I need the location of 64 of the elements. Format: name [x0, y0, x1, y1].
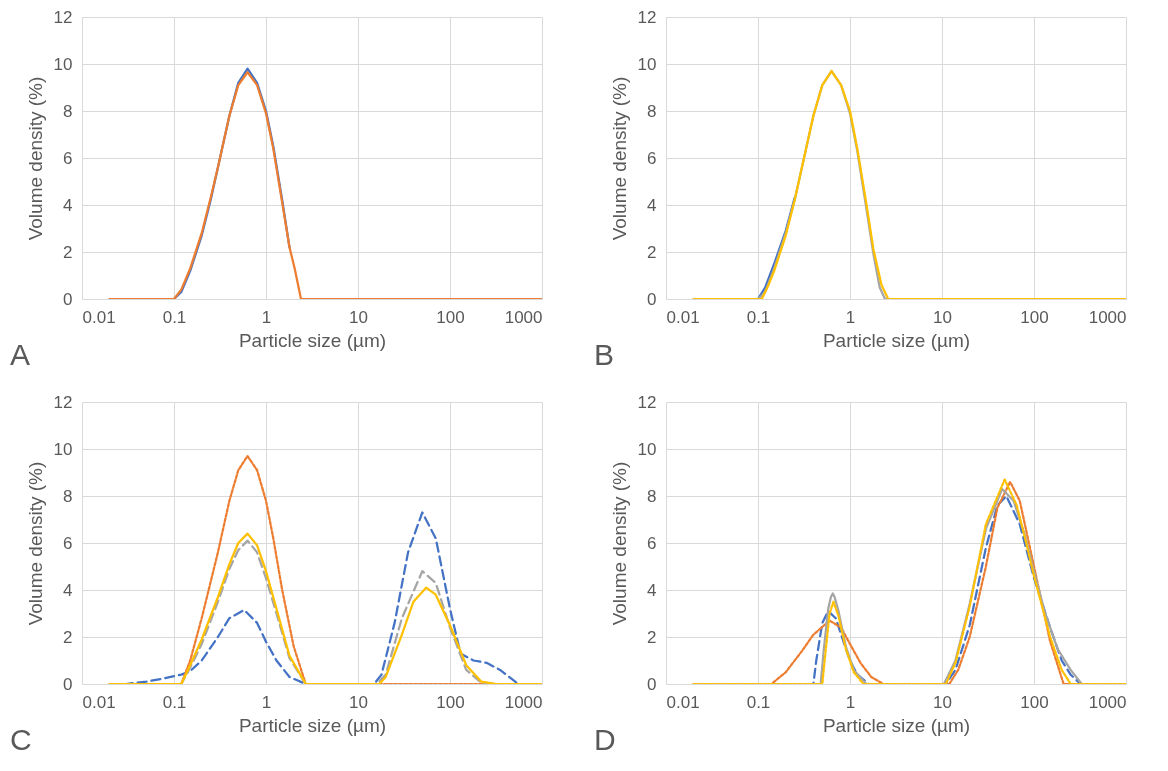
- y-tick-label: 6: [647, 533, 657, 553]
- y-tick-label: 2: [63, 627, 73, 647]
- y-tick-label: 2: [63, 242, 73, 262]
- y-tick-label: 10: [53, 54, 73, 74]
- x-tick-label: 0.01: [666, 692, 700, 712]
- y-tick-label: 10: [637, 439, 657, 459]
- y-tick-label: 0: [63, 289, 73, 309]
- text: C: [10, 723, 32, 756]
- x-tick-label: 1000: [1088, 692, 1127, 712]
- x-tick-label: 0.01: [82, 692, 116, 712]
- y-tick-label: 8: [647, 101, 657, 121]
- y-tick-label: 8: [63, 486, 73, 506]
- x-tick-label: 100: [436, 307, 465, 327]
- y-tick-label: 0: [647, 674, 657, 694]
- x-tick-label: 10: [933, 307, 952, 327]
- x-tick-label: 1: [845, 307, 856, 327]
- y-axis-title: Volume density (%): [24, 461, 46, 626]
- y-tick-label: 4: [647, 195, 657, 215]
- y-tick-label: 6: [63, 148, 73, 168]
- y-tick-label: 6: [647, 148, 657, 168]
- x-tick-label: 0.01: [82, 307, 116, 327]
- y-tick-label: 4: [63, 195, 73, 215]
- y-tick-label: 10: [53, 439, 73, 459]
- y-tick-label: 6: [63, 533, 73, 553]
- x-axis-title: Particle size (µm): [238, 714, 387, 736]
- text: D: [594, 723, 616, 756]
- x-tick-label: 1: [261, 692, 272, 712]
- y-tick-label: 4: [63, 580, 73, 600]
- y-tick-label: 10: [637, 54, 657, 74]
- x-tick-label: 1000: [1088, 307, 1127, 327]
- y-axis-title: Volume density (%): [608, 76, 630, 241]
- x-tick-label: 10: [349, 307, 368, 327]
- x-tick-label: 0.1: [162, 307, 187, 327]
- y-tick-label: 12: [53, 7, 73, 27]
- y-tick-label: 12: [637, 392, 657, 412]
- y-tick-label: 12: [637, 7, 657, 27]
- x-tick-label: 0.01: [666, 307, 700, 327]
- x-tick-label: 1000: [504, 307, 543, 327]
- x-tick-label: 1000: [504, 692, 543, 712]
- x-axis-title: Particle size (µm): [822, 714, 971, 736]
- x-tick-label: 100: [436, 692, 465, 712]
- y-tick-label: 8: [647, 486, 657, 506]
- x-tick-label: 10: [933, 692, 952, 712]
- x-tick-label: 100: [1020, 692, 1049, 712]
- x-axis-title: Particle size (µm): [822, 329, 971, 351]
- text: A: [10, 338, 31, 371]
- y-tick-label: 0: [63, 674, 73, 694]
- x-tick-label: 0.1: [746, 692, 771, 712]
- x-axis-title: Particle size (µm): [238, 329, 387, 351]
- y-tick-label: 2: [647, 242, 657, 262]
- y-tick-label: 2: [647, 627, 657, 647]
- x-tick-label: 1: [261, 307, 272, 327]
- x-tick-label: 0.1: [746, 307, 771, 327]
- x-tick-label: 1: [845, 692, 856, 712]
- y-tick-label: 12: [53, 392, 73, 412]
- y-axis-title: Volume density (%): [24, 76, 46, 241]
- x-tick-label: 100: [1020, 307, 1049, 327]
- x-tick-label: 0.1: [162, 692, 187, 712]
- y-tick-label: 0: [647, 289, 657, 309]
- y-tick-label: 4: [647, 580, 657, 600]
- x-tick-label: 10: [349, 692, 368, 712]
- y-tick-label: 8: [63, 101, 73, 121]
- y-axis-title: Volume density (%): [608, 461, 630, 626]
- text: B: [594, 338, 615, 371]
